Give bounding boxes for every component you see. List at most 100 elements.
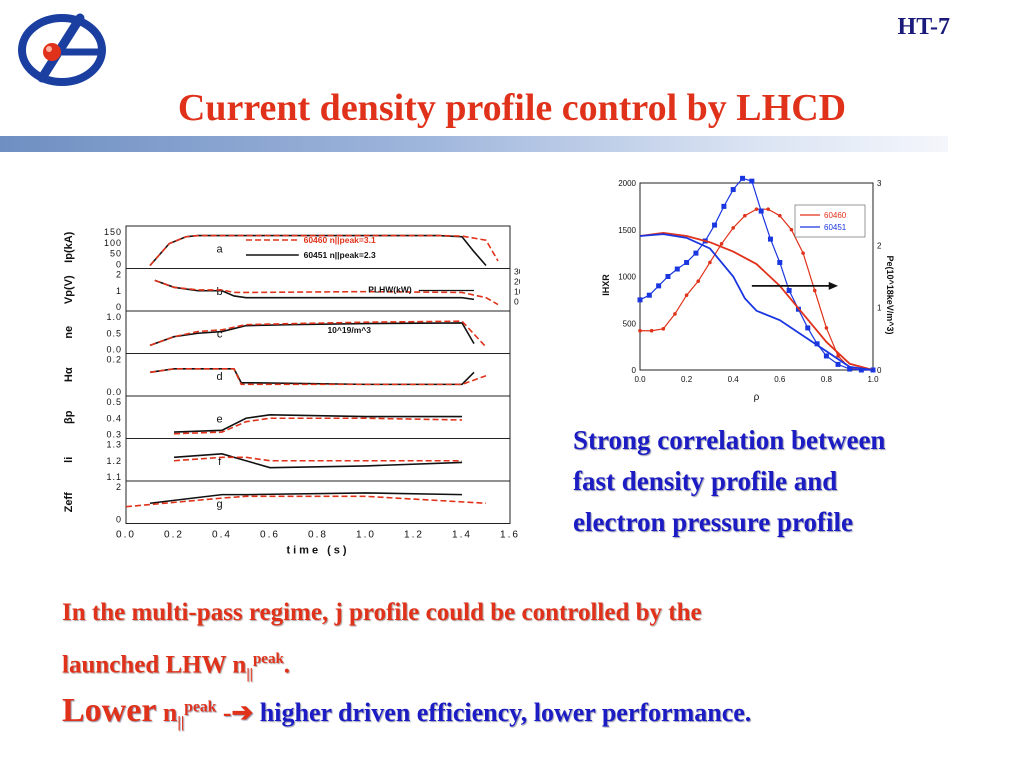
statement-period: . (283, 651, 291, 679)
plot-frame (639, 182, 874, 371)
y-tick-label: 500 (623, 319, 637, 328)
data-point-60460 (731, 226, 735, 230)
y-axis-label-e: βp (63, 410, 75, 424)
data-point-60451 (786, 288, 792, 294)
data-point-60451 (805, 325, 811, 331)
y-tick-label-g: 2 (116, 482, 122, 492)
legend-entry-60460: 60460 (824, 211, 847, 220)
data-point-60460 (708, 260, 712, 265)
y2-tick-label: 3 (877, 179, 882, 188)
x-tick-label: 1.2 (404, 530, 424, 541)
legend-entry-1: 60451 n||peak=2.3 (304, 250, 376, 260)
x-tick-label: 1.0 (356, 530, 376, 541)
y-tick-label-c: 1.0 (106, 312, 122, 322)
y-tick-label-b: 2 (116, 270, 122, 280)
y-tick-label-e: 0.4 (106, 413, 122, 423)
x-axis-label: ρ (754, 392, 760, 403)
density-unit-label: 10^19/m^3 (327, 325, 371, 335)
y-tick-label-g: 0 (116, 515, 122, 525)
plhw-label: PLHW(kW) (368, 285, 412, 295)
n-symbol: n (162, 698, 178, 727)
series-line-60451-d (149, 368, 475, 386)
statement-line-2-prefix: launched LHW n (62, 651, 247, 679)
data-point-60460 (812, 288, 817, 293)
series-line-60451-f (173, 453, 463, 469)
data-point-60460 (778, 213, 782, 218)
series-line-60451-c (149, 322, 475, 347)
slide-code: HT-7 (897, 14, 950, 40)
y-axis-label-c: ne (63, 326, 75, 339)
data-point-60460 (836, 354, 840, 358)
right-tick-label: 300 (514, 267, 520, 277)
y-axis-label-b: Vp(V) (63, 275, 75, 304)
x-tick-label: 0.4 (728, 375, 740, 384)
data-point-60460 (754, 207, 759, 211)
y-tick-label-f: 1.2 (106, 456, 122, 466)
profile-chart: 0.0 0.2 0.4 0.6 0.8 1.005001000150020000123ρI… (601, 175, 895, 403)
x-tick-label: 0.0 (116, 530, 136, 541)
correlation-note: Strong correlation between fast density … (573, 425, 886, 537)
institute-logo (18, 13, 106, 86)
data-point-60451 (684, 259, 690, 265)
y-axis-label-f: li (63, 457, 75, 463)
shift-arrow-head (828, 281, 839, 290)
y-tick-label-d: 0.0 (106, 387, 122, 397)
series-line-60451-e (173, 413, 462, 433)
series-line-60460-g (125, 495, 487, 508)
data-point-60460 (696, 279, 701, 283)
panel-frame-d (125, 353, 511, 397)
series-line-60460 Pe (639, 231, 874, 371)
x-tick-label: 0.8 (821, 375, 833, 384)
data-point-60460 (673, 312, 677, 316)
y-tick-label-c: 0.0 (106, 345, 122, 355)
data-point-60460 (661, 327, 666, 331)
legend-entry-0: 60460 n||peak=3.1 (304, 235, 376, 245)
y-tick-label-f: 1.3 (106, 440, 122, 450)
series-line-60460-d (149, 368, 487, 386)
series-line-60460-f (173, 456, 462, 462)
data-point-60451 (646, 292, 652, 298)
peak-superscript: peak (252, 651, 284, 667)
consequence-text: higher driven efficiency, lower performa… (259, 698, 752, 727)
y-tick-label-b: 1 (116, 286, 122, 296)
y2-tick-label: 1 (877, 304, 882, 313)
panel-letter-d: d (217, 371, 223, 383)
y-tick-label: 2000 (618, 179, 636, 188)
lower-n-statement: Lower n||peak -➔ higher driven efficienc… (62, 692, 1022, 732)
data-point-60451 (767, 236, 773, 242)
panel-frame-c (125, 310, 511, 354)
slide-title: Current density profile control by LHCD (177, 87, 847, 129)
arrow-icon: -➔ (216, 698, 260, 727)
data-point-60460 (766, 207, 770, 211)
data-point-60460 (789, 227, 794, 232)
y2-tick-label: 0 (877, 366, 882, 375)
x-axis-label: time (s) (286, 545, 349, 557)
data-point-60451 (749, 178, 755, 184)
data-point-60451 (835, 361, 841, 367)
x-tick-label: 0.2 (681, 375, 693, 384)
right-tick-label: 0 (514, 297, 519, 307)
y-tick-label-f: 1.1 (106, 472, 122, 482)
panel-letter-g: g (217, 498, 223, 510)
x-tick-label: 0.6 (774, 375, 786, 384)
y-tick-label-a: 100 (104, 238, 122, 248)
data-point-60460 (638, 328, 642, 333)
series-line-60451-g (149, 492, 463, 505)
series-line-60460-c (149, 320, 487, 348)
y-tick-label: 0 (632, 366, 637, 375)
x-tick-label: 0.4 (212, 530, 232, 541)
series-line-60460-a (149, 234, 499, 267)
x-tick-label: 1.4 (452, 530, 472, 541)
data-point-60451 (758, 208, 764, 214)
data-point-60460 (684, 293, 689, 297)
x-tick-label: 1.6 (500, 530, 520, 541)
x-tick-label: 0.2 (164, 530, 184, 541)
panel-letter-b: b (217, 286, 223, 298)
data-point-60451 (674, 266, 680, 272)
y-axis-label-d: Hα (63, 367, 75, 382)
data-point-60460 (743, 213, 747, 218)
title-divider-band (0, 136, 948, 152)
data-point-60451 (665, 274, 671, 279)
parallel-subscript: || (246, 666, 253, 683)
